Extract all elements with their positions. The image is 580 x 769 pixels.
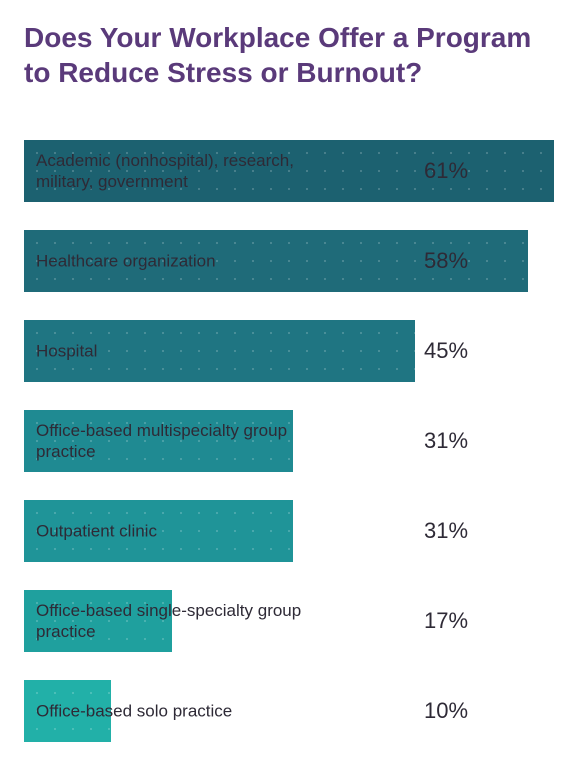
bar-label: Academic (nonhospital), research, milita… [36, 150, 316, 193]
bar-value: 61% [424, 158, 468, 184]
bar-value: 17% [424, 608, 468, 634]
bar-row: Academic (nonhospital), research, milita… [24, 140, 554, 202]
bar-label: Healthcare organization [36, 250, 216, 271]
bar-label: Office-based solo practice [36, 700, 232, 721]
bar-label: Office-based single-specialty group prac… [36, 600, 316, 643]
bar-value: 10% [424, 698, 468, 724]
bar-value: 58% [424, 248, 468, 274]
bar-value: 31% [424, 518, 468, 544]
bar-row: Office-based solo practice 10% [24, 680, 554, 742]
bar-value: 45% [424, 338, 468, 364]
bar-row: Healthcare organization 58% [24, 230, 554, 292]
bar-value: 31% [424, 428, 468, 454]
bar-row: Hospital 45% [24, 320, 554, 382]
bar-chart: Academic (nonhospital), research, milita… [24, 140, 554, 742]
bar-label: Outpatient clinic [36, 520, 157, 541]
bar-label: Office-based multispecialty group practi… [36, 420, 316, 463]
bar-row: Outpatient clinic 31% [24, 500, 554, 562]
chart-title: Does Your Workplace Offer a Program to R… [24, 20, 556, 90]
bar-row: Office-based multispecialty group practi… [24, 410, 554, 472]
bar-label: Hospital [36, 340, 97, 361]
bar-row: Office-based single-specialty group prac… [24, 590, 554, 652]
